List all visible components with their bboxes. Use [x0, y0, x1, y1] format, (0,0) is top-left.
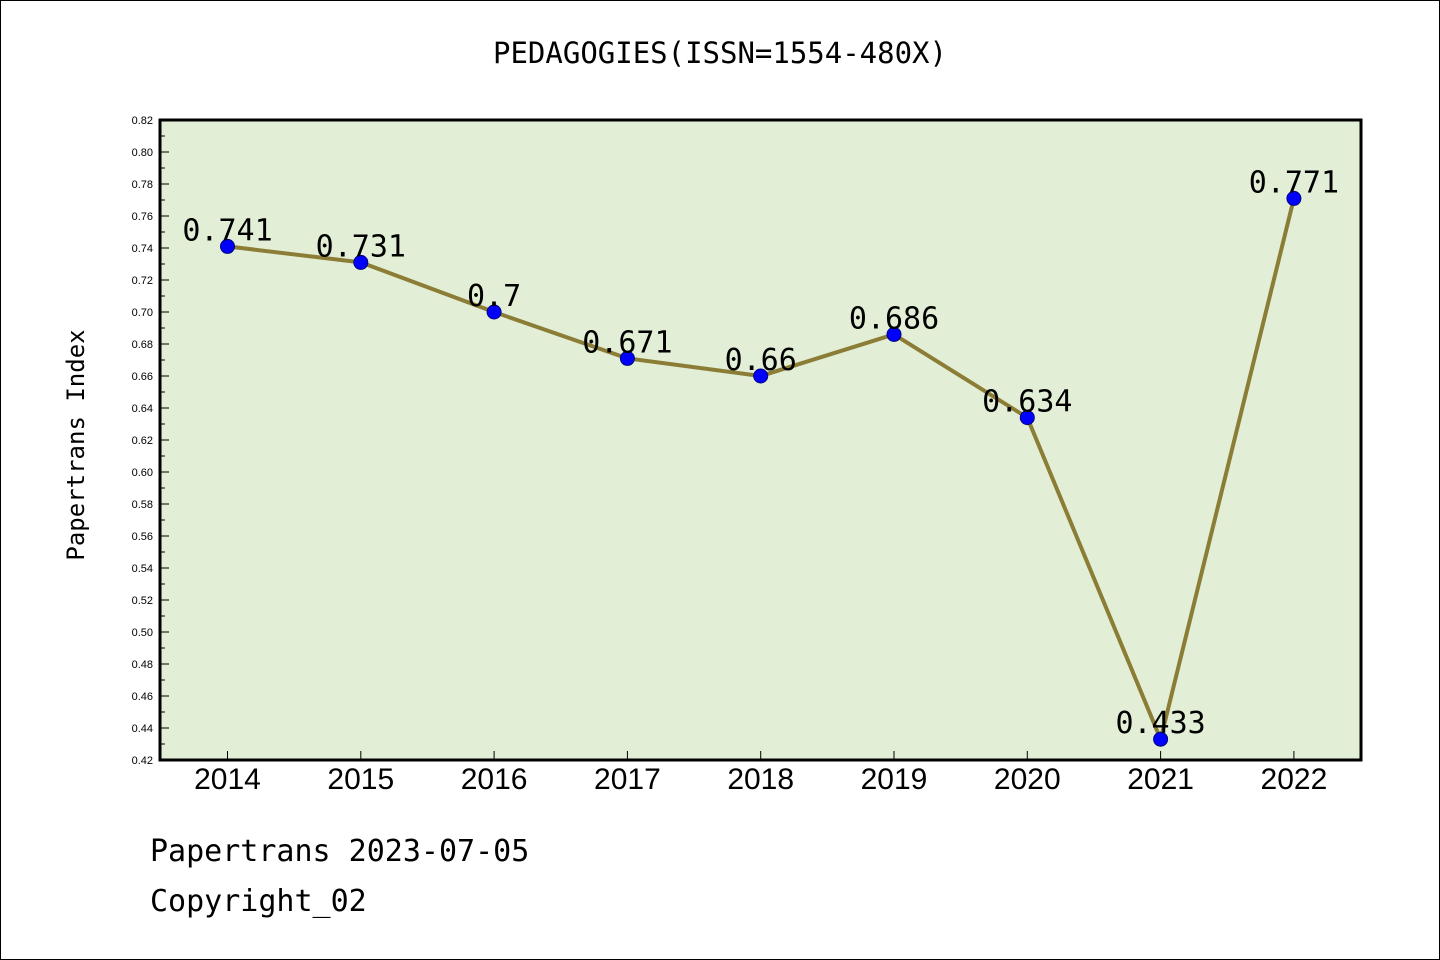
data-labels: 0.741 0.731 0.7 0.671 0.66 0.686 0.634 0.433 0.7… [182, 165, 1339, 741]
y-tick-label: 0.64 [132, 403, 153, 415]
plot-area [160, 120, 1361, 760]
data-point [220, 238, 235, 254]
y-tick-label: 0.70 [132, 307, 153, 319]
data-label: 0.433 [1115, 706, 1205, 741]
y-tick-label: 0.62 [132, 435, 153, 447]
footer-date: Papertrans 2023-07-05 [150, 834, 530, 869]
y-tick-label: 0.72 [132, 275, 153, 287]
y-tick-label: 0.74 [132, 243, 153, 255]
data-point [619, 350, 635, 366]
y-tick-label: 0.44 [132, 723, 153, 735]
y-tick-label: 0.66 [132, 371, 153, 383]
y-tick-label: 0.76 [132, 211, 153, 223]
y-tick-label: 0.46 [132, 691, 153, 703]
x-tick-label: 2015 [327, 763, 394, 796]
data-point [1019, 410, 1035, 426]
y-tick-label: 0.48 [132, 659, 153, 671]
x-tick-label: 2017 [594, 763, 661, 796]
footer-copyright: Copyright_02 [150, 884, 367, 919]
data-point [353, 254, 369, 270]
data-point [753, 368, 769, 384]
x-tick-label: 2020 [994, 763, 1061, 796]
y-tick-label: 0.58 [132, 499, 153, 511]
x-tick-label: 2022 [1261, 763, 1328, 796]
x-tick-label: 2016 [461, 763, 528, 796]
data-point [1153, 731, 1169, 747]
y-tick-label: 0.54 [132, 563, 153, 575]
data-label: 0.731 [316, 229, 406, 264]
y-tick-label: 0.56 [132, 531, 153, 543]
data-label: 0.741 [182, 213, 272, 248]
x-tick-label: 2014 [194, 763, 261, 796]
data-points [220, 190, 1302, 747]
y-tick-label: 0.82 [132, 115, 153, 127]
y-tick-label: 0.68 [132, 339, 153, 351]
chart-title: PEDAGOGIES(ISSN=1554-480X) [493, 36, 947, 70]
x-tick-label: 2018 [727, 763, 794, 796]
y-tick-label: 0.52 [132, 595, 153, 607]
data-label: 0.634 [982, 385, 1072, 420]
data-point [1286, 190, 1302, 206]
data-label: 0.7 [467, 279, 521, 314]
data-label: 0.66 [725, 343, 797, 378]
y-axis-label: Papertrans Index [62, 329, 90, 560]
x-axis: 2014 2015 2016 2017 2018 2019 2020 2021 2022 [194, 751, 1327, 796]
data-point [886, 326, 902, 342]
y-tick-label: 0.78 [132, 179, 153, 191]
x-tick-label: 2019 [861, 763, 928, 796]
data-label: 0.771 [1249, 165, 1339, 200]
y-tick-label: 0.60 [132, 467, 153, 479]
x-tick-label: 2021 [1127, 763, 1194, 796]
y-tick-label: 0.80 [132, 147, 153, 159]
data-label: 0.686 [849, 301, 939, 336]
y-axis: 0.42 0.44 0.46 0.48 0.50 0.52 0.54 0.56 0.58 0.60… [132, 115, 169, 767]
y-tick-label: 0.42 [132, 755, 153, 767]
plot-border [158, 118, 1363, 762]
y-tick-label: 0.50 [132, 627, 153, 639]
data-point [486, 304, 502, 320]
data-label: 0.671 [582, 325, 672, 360]
